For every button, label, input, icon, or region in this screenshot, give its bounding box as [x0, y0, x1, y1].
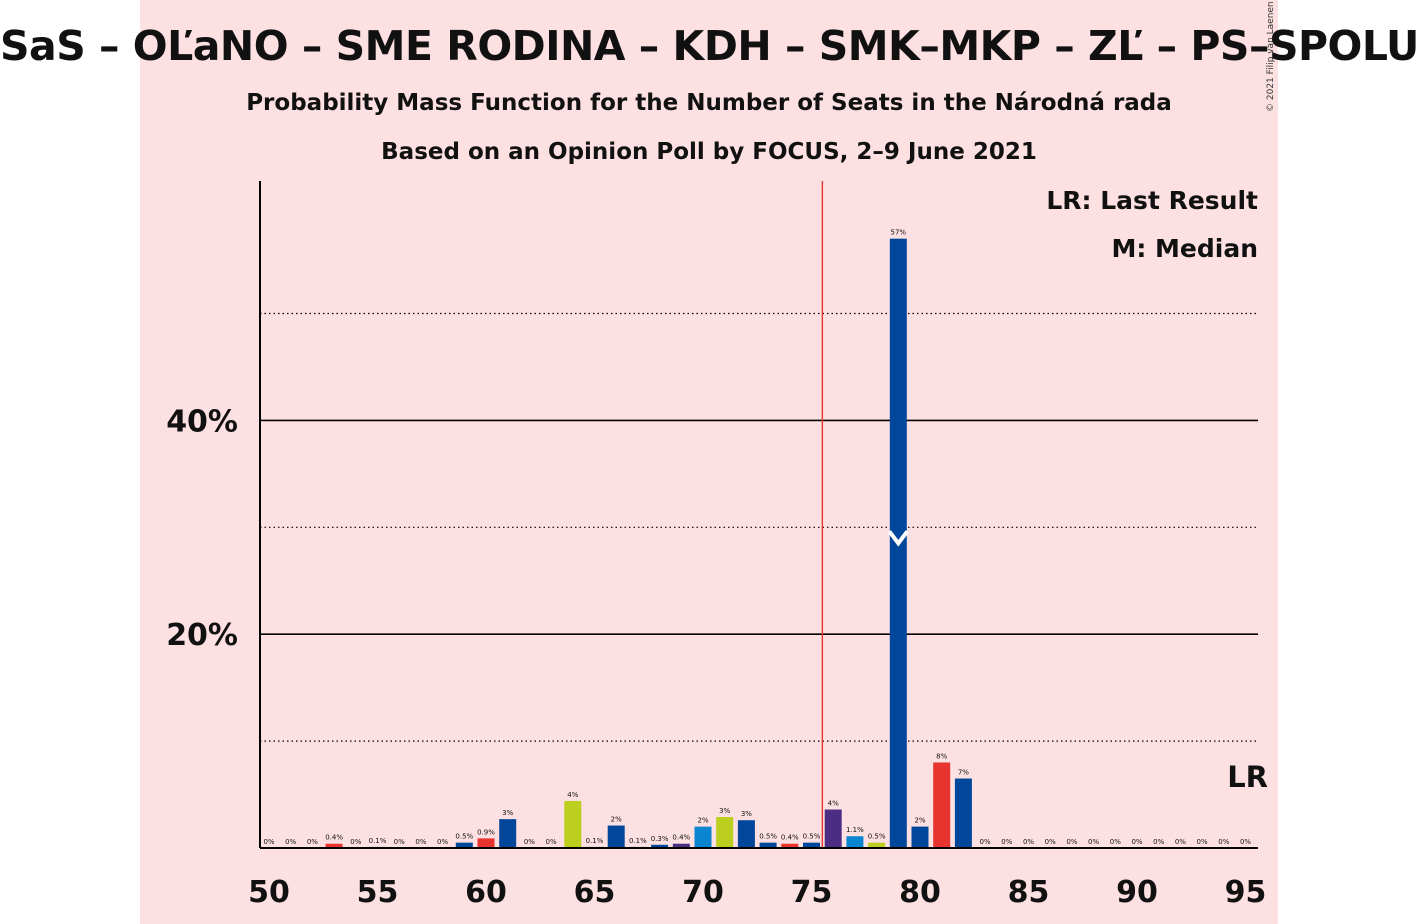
bar-label-seat-90: 0% — [1131, 838, 1142, 846]
bar-label-seat-93: 0% — [1197, 838, 1208, 846]
bar-label-seat-95: 0% — [1240, 838, 1251, 846]
bar-seat-76 — [824, 809, 842, 848]
x-tick-label-60: 60 — [465, 875, 507, 910]
bar-seat-61 — [499, 819, 517, 848]
bar-label-seat-64: 4% — [567, 791, 578, 799]
bar-seat-75 — [803, 842, 820, 848]
bar-label-seat-77: 1.1% — [846, 826, 864, 834]
bar-label-seat-89: 0% — [1110, 838, 1121, 846]
bar-label-seat-61: 3% — [502, 809, 513, 817]
chart-source-subtitle: Based on an Opinion Poll by FOCUS, 2–9 J… — [381, 139, 1037, 165]
chart-background — [140, 0, 1278, 924]
bar-seat-74 — [781, 843, 799, 848]
bar-label-seat-71: 3% — [719, 807, 730, 815]
bar-label-seat-50: 0% — [263, 838, 274, 846]
bar-label-seat-87: 0% — [1066, 838, 1077, 846]
bar-label-seat-94: 0% — [1218, 838, 1229, 846]
bar-seat-60 — [477, 838, 495, 848]
bar-seat-59 — [455, 842, 473, 848]
legend-last-result: LR: Last Result — [1046, 186, 1258, 215]
x-tick-label-65: 65 — [574, 875, 616, 910]
bar-seat-68 — [651, 844, 669, 848]
x-tick-label-80: 80 — [899, 875, 941, 910]
bar-label-seat-65: 0.1% — [586, 837, 604, 845]
bar-label-seat-67: 0.1% — [629, 837, 647, 845]
bar-label-seat-66: 2% — [611, 816, 622, 824]
bar-label-seat-53: 0.4% — [325, 834, 343, 842]
y-tick-label-40: 40% — [166, 404, 238, 439]
bar-label-seat-58: 0% — [437, 838, 448, 846]
bar-seat-66 — [607, 825, 625, 848]
bars-layer — [325, 181, 972, 849]
bar-seat-78 — [868, 842, 886, 848]
bar-labels-layer: 0% 0% 0% 0.4% 0% 0.1% 0% 0% 0% 0.5% 0.9% 3% 0% 0% 4% 0.… — [263, 229, 1251, 846]
x-tick-label-55: 55 — [357, 875, 399, 910]
bar-label-seat-91: 0% — [1153, 838, 1164, 846]
bar-label-seat-79: 57% — [891, 229, 907, 237]
x-tick-label-85: 85 — [1008, 875, 1050, 910]
last-result-marker: LR — [1227, 760, 1268, 794]
bar-label-seat-68: 0.3% — [651, 835, 669, 843]
bar-label-seat-81: 8% — [936, 752, 947, 760]
x-tick-label-90: 90 — [1116, 875, 1158, 910]
bar-label-seat-54: 0% — [350, 838, 361, 846]
bar-label-seat-74: 0.4% — [781, 834, 799, 842]
bar-seat-73 — [759, 842, 777, 848]
bar-seat-69 — [672, 843, 690, 848]
bar-label-seat-57: 0% — [415, 838, 426, 846]
bar-seat-82 — [954, 778, 972, 848]
x-tick-label-70: 70 — [682, 875, 724, 910]
chart-title: SaS – OĽaNO – SME RODINA – KDH – SMK–MKP… — [0, 22, 1416, 70]
bar-label-seat-86: 0% — [1045, 838, 1056, 846]
bar-label-seat-92: 0% — [1175, 838, 1186, 846]
bar-label-seat-85: 0% — [1023, 838, 1034, 846]
bar-label-seat-60: 0.9% — [477, 828, 495, 836]
bar-label-seat-82: 7% — [958, 769, 969, 777]
bar-label-seat-73: 0.5% — [759, 833, 777, 841]
bar-seat-64 — [564, 800, 582, 848]
bar-label-seat-88: 0% — [1088, 838, 1099, 846]
bar-label-seat-80: 2% — [914, 817, 925, 825]
bar-label-seat-72: 3% — [741, 810, 752, 818]
bar-label-seat-59: 0.5% — [455, 833, 473, 841]
bar-seat-81 — [933, 762, 951, 848]
legend-median: M: Median — [1111, 234, 1258, 263]
bar-label-seat-63: 0% — [546, 838, 557, 846]
bar-label-seat-62: 0% — [524, 838, 535, 846]
grid-layer — [260, 312, 1258, 742]
x-tick-label-95: 95 — [1225, 875, 1267, 910]
axis-layer: 50 55 60 65 70 75 80 85 90 95 20% 40% LR — [166, 181, 1268, 910]
bar-label-seat-69: 0.4% — [672, 834, 690, 842]
y-tick-label-20: 20% — [166, 618, 238, 653]
bar-label-seat-75: 0.5% — [803, 833, 821, 841]
bar-label-seat-70: 2% — [697, 817, 708, 825]
bar-seat-80 — [911, 826, 929, 848]
x-tick-label-50: 50 — [248, 875, 290, 910]
bar-label-seat-55: 0.1% — [369, 837, 387, 845]
bar-label-seat-51: 0% — [285, 838, 296, 846]
bar-label-seat-78: 0.5% — [868, 833, 886, 841]
bar-seat-70 — [694, 826, 712, 848]
bar-seat-71 — [716, 816, 734, 848]
bar-label-seat-52: 0% — [307, 838, 318, 846]
bar-label-seat-83: 0% — [980, 838, 991, 846]
median-marker — [887, 530, 909, 547]
bar-seat-53 — [325, 843, 343, 848]
x-tick-label-75: 75 — [791, 875, 833, 910]
chart-subtitle: Probability Mass Function for the Number… — [246, 90, 1172, 116]
bar-label-seat-76: 4% — [828, 800, 839, 808]
bar-seat-77 — [846, 836, 864, 848]
bar-label-seat-56: 0% — [394, 838, 405, 846]
bar-seat-72 — [737, 820, 755, 848]
bar-label-seat-84: 0% — [1001, 838, 1012, 846]
